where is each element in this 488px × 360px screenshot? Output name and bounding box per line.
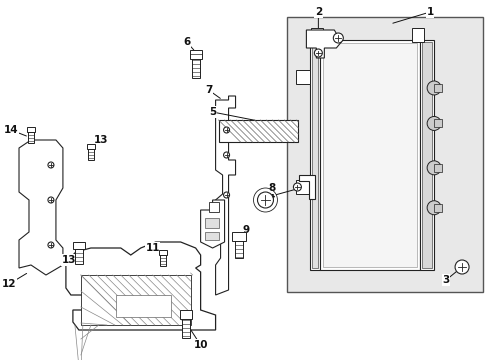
Circle shape <box>223 152 229 158</box>
Bar <box>311 28 323 42</box>
Bar <box>433 164 441 172</box>
Bar <box>296 70 310 84</box>
Bar <box>191 58 199 78</box>
Circle shape <box>257 192 273 208</box>
Bar <box>204 232 218 240</box>
Text: 4: 4 <box>267 191 275 201</box>
Text: 2: 2 <box>314 7 321 17</box>
Polygon shape <box>299 175 315 199</box>
Text: 1: 1 <box>426 7 433 17</box>
Circle shape <box>314 49 322 57</box>
Circle shape <box>426 161 440 175</box>
Bar <box>323 43 416 267</box>
Text: 3: 3 <box>442 275 449 285</box>
Bar <box>181 318 189 338</box>
Circle shape <box>426 201 440 215</box>
Text: 10: 10 <box>193 340 207 350</box>
Circle shape <box>426 116 440 130</box>
Circle shape <box>223 127 229 133</box>
Circle shape <box>454 260 468 274</box>
Circle shape <box>48 242 54 248</box>
Polygon shape <box>19 140 63 275</box>
Bar <box>159 250 166 255</box>
Circle shape <box>223 192 229 198</box>
Text: 8: 8 <box>268 183 276 193</box>
Bar <box>433 84 441 92</box>
Polygon shape <box>200 200 224 248</box>
Circle shape <box>48 162 54 168</box>
Text: 5: 5 <box>208 107 216 117</box>
Bar <box>421 42 431 268</box>
Circle shape <box>333 33 343 43</box>
Polygon shape <box>81 275 190 325</box>
Bar <box>419 40 433 270</box>
Bar <box>73 242 85 249</box>
Bar <box>287 17 482 292</box>
Text: 13: 13 <box>61 255 76 265</box>
Bar <box>234 240 242 258</box>
Bar <box>28 131 34 143</box>
Circle shape <box>293 183 301 191</box>
Polygon shape <box>306 30 341 58</box>
Text: 9: 9 <box>243 225 249 235</box>
Text: 13: 13 <box>93 135 108 145</box>
Bar <box>87 144 95 149</box>
Bar <box>208 202 218 212</box>
Bar <box>310 40 320 270</box>
Circle shape <box>426 81 440 95</box>
Bar <box>116 295 170 317</box>
Bar <box>218 120 298 142</box>
Bar <box>75 248 82 264</box>
Text: 7: 7 <box>204 85 212 95</box>
Bar <box>296 180 310 194</box>
Text: 11: 11 <box>145 243 160 253</box>
Bar <box>433 120 441 127</box>
Bar <box>179 310 191 319</box>
Bar <box>231 232 245 241</box>
Bar <box>27 127 35 132</box>
Polygon shape <box>215 96 235 295</box>
Text: 14: 14 <box>4 125 19 135</box>
Bar <box>433 204 441 212</box>
Bar <box>320 40 419 270</box>
Bar <box>160 254 165 266</box>
Text: 12: 12 <box>2 279 16 289</box>
Bar <box>189 50 201 59</box>
Circle shape <box>48 197 54 203</box>
Bar <box>411 28 423 42</box>
Bar <box>88 148 94 160</box>
Bar <box>312 42 318 268</box>
Polygon shape <box>66 242 215 330</box>
Bar <box>204 218 218 228</box>
Text: 6: 6 <box>183 37 190 47</box>
